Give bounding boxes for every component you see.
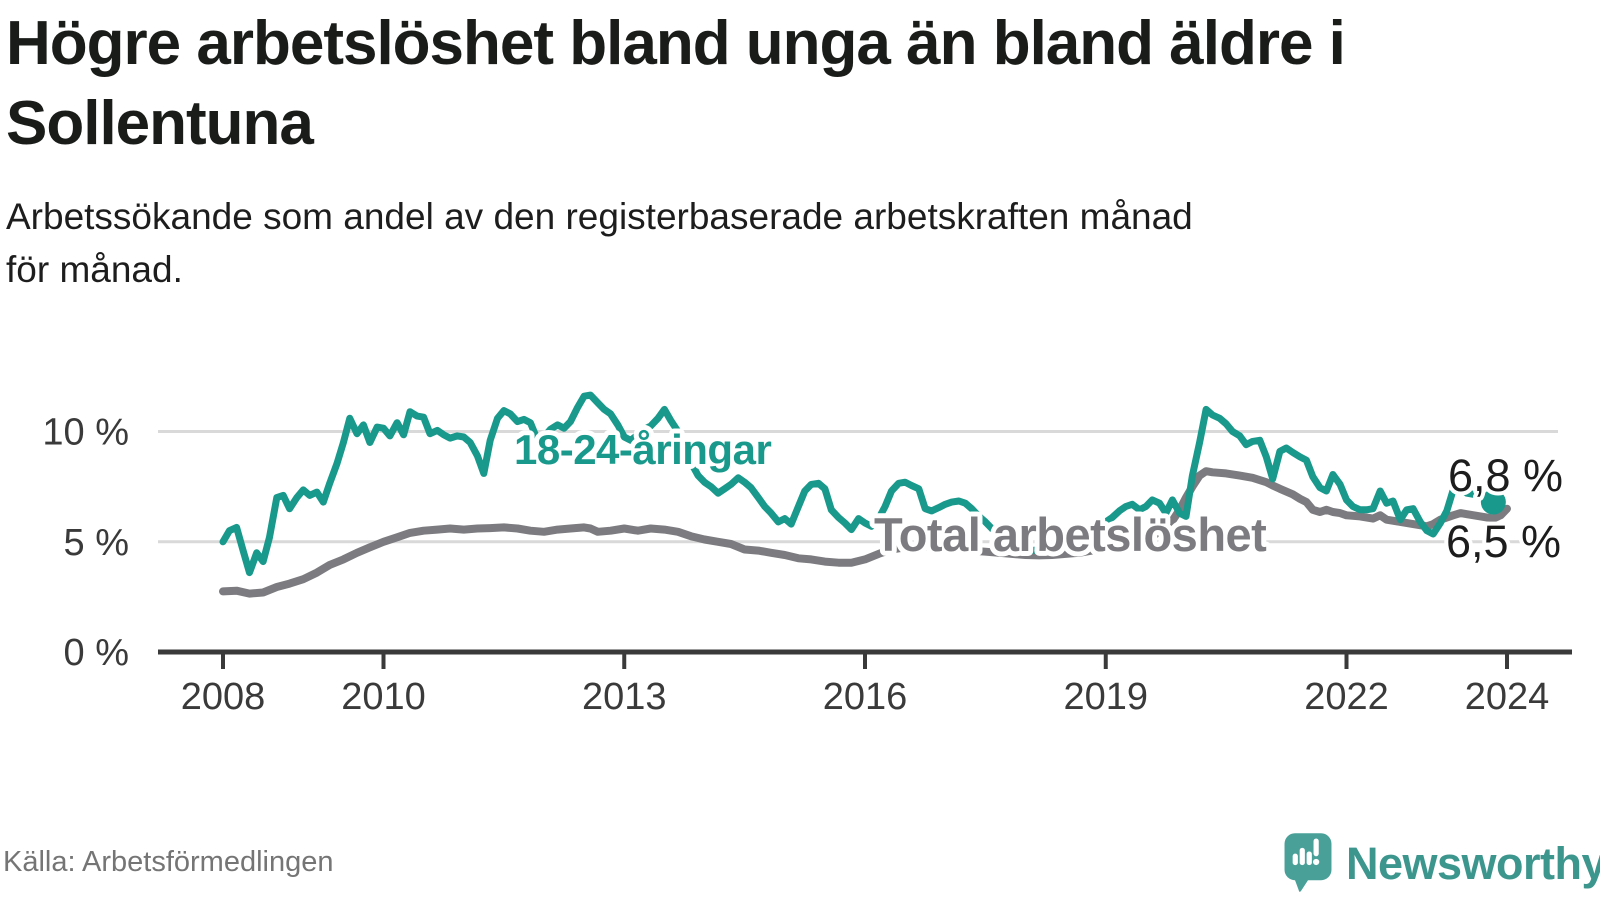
chart-subtitle: Arbetssökande som andel av den registerb… — [6, 196, 1193, 290]
series-line-young — [219, 391, 1497, 577]
series-label-young: 18-24-åringar — [514, 426, 771, 473]
x-tick-label: 2016 — [823, 676, 908, 718]
y-tick-label: 0 % — [64, 632, 129, 674]
end-value-label-total: 6,5 % — [1446, 516, 1561, 567]
series-label-total: Total arbetslöshet — [874, 508, 1267, 561]
source-note: Källa: Arbetsförmedlingen — [3, 846, 334, 878]
x-tick-label: 2013 — [582, 676, 667, 718]
end-value-label-young: 6,8 % — [1448, 450, 1563, 501]
y-tick-label: 10 % — [42, 412, 129, 454]
x-tick-label: 2024 — [1465, 676, 1550, 718]
y-tick-label: 5 % — [64, 522, 129, 564]
series-end-dot — [1480, 489, 1506, 515]
chart-title: Högre arbetslöshet bland unga än bland ä… — [6, 9, 1346, 158]
x-tick-label: 2022 — [1304, 676, 1389, 718]
x-tick-label: 2008 — [181, 676, 266, 718]
chart-plot-area: 2008 2010 2013 2016 2019 2022 2024 0 % 5 % 10 % — [42, 391, 1573, 718]
x-tick-label: 2010 — [341, 676, 426, 718]
speech-bubble-bar-chart-icon — [1284, 833, 1332, 892]
newsworthy-wordmark: Newsworthy — [1346, 838, 1600, 889]
x-tick-label: 2019 — [1063, 676, 1148, 718]
newsworthy-logo: Newsworthy — [1284, 832, 1600, 896]
series-line-total — [219, 467, 1511, 598]
